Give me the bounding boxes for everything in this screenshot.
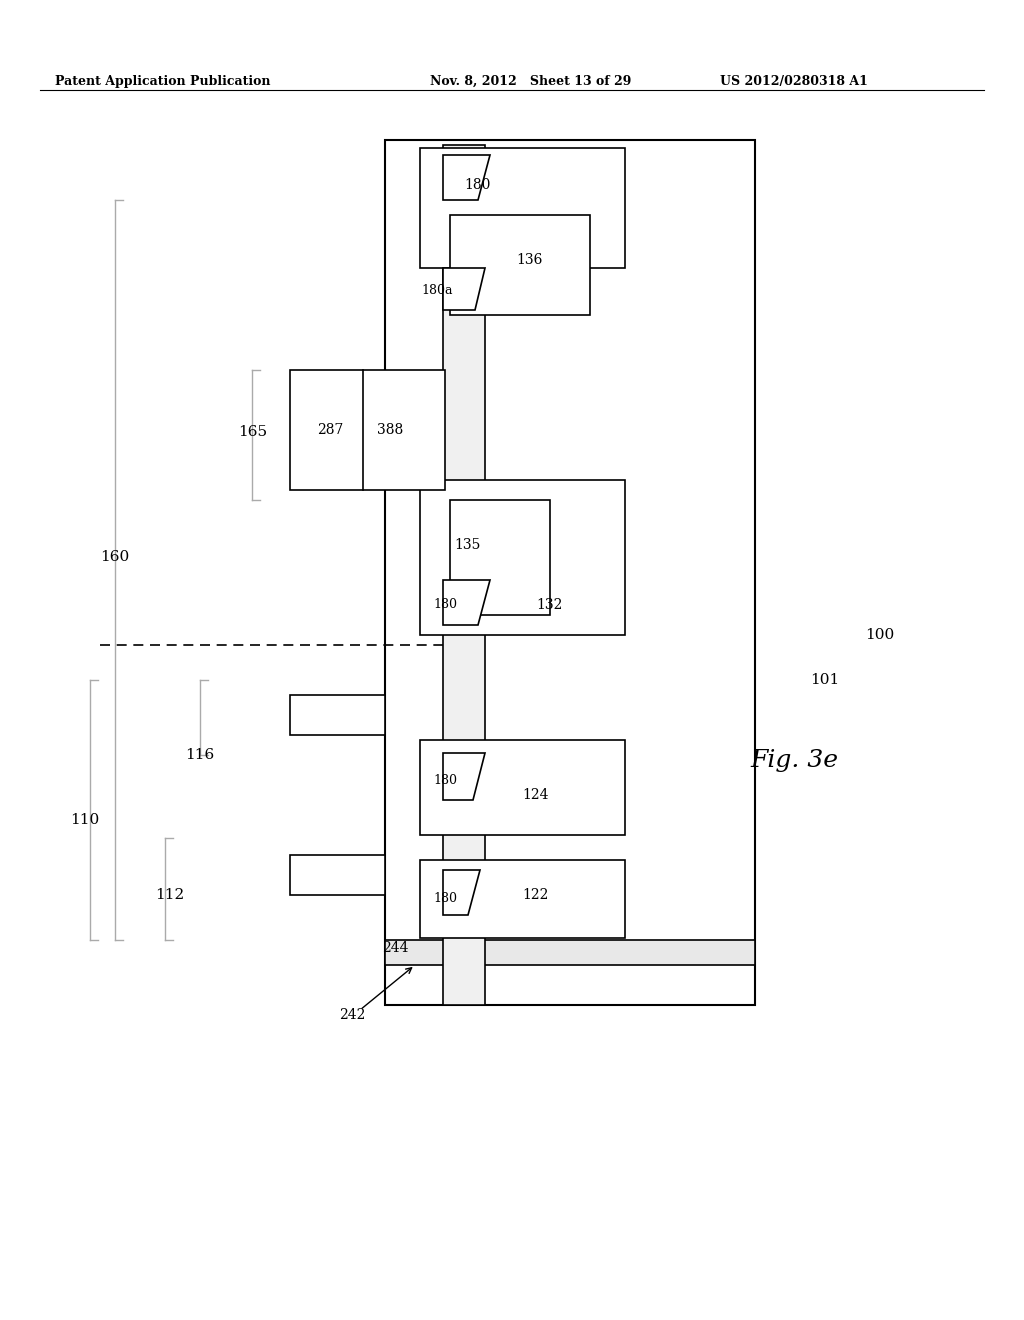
Bar xyxy=(385,940,755,965)
Text: 180: 180 xyxy=(465,178,492,191)
Text: 180: 180 xyxy=(433,891,457,904)
Text: US 2012/0280318 A1: US 2012/0280318 A1 xyxy=(720,75,868,88)
Text: 287: 287 xyxy=(316,422,343,437)
Bar xyxy=(290,370,445,490)
Text: 122: 122 xyxy=(523,888,549,902)
Bar xyxy=(420,148,625,268)
Text: 101: 101 xyxy=(810,673,840,686)
Text: Patent Application Publication: Patent Application Publication xyxy=(55,75,270,88)
Text: 116: 116 xyxy=(185,748,214,762)
Text: 100: 100 xyxy=(865,628,894,642)
Text: 244: 244 xyxy=(382,941,409,954)
Polygon shape xyxy=(443,579,490,624)
Polygon shape xyxy=(443,268,485,310)
Text: Nov. 8, 2012   Sheet 13 of 29: Nov. 8, 2012 Sheet 13 of 29 xyxy=(430,75,632,88)
Polygon shape xyxy=(443,870,480,915)
Bar xyxy=(450,215,590,315)
Bar xyxy=(420,741,625,836)
Bar xyxy=(290,855,385,895)
Bar xyxy=(420,861,625,939)
Bar xyxy=(290,696,385,735)
Text: Fig. 3e: Fig. 3e xyxy=(750,748,838,771)
Text: 180a: 180a xyxy=(421,284,453,297)
Polygon shape xyxy=(443,752,485,800)
Text: 110: 110 xyxy=(70,813,99,828)
Bar xyxy=(450,500,550,615)
Text: 124: 124 xyxy=(522,788,549,803)
Text: 136: 136 xyxy=(517,253,543,267)
Text: 180: 180 xyxy=(433,598,457,611)
Text: 180: 180 xyxy=(433,774,457,787)
Text: 132: 132 xyxy=(537,598,563,612)
Bar xyxy=(420,480,625,635)
Polygon shape xyxy=(443,154,490,201)
Text: 135: 135 xyxy=(455,539,481,552)
Text: 165: 165 xyxy=(238,425,267,440)
Bar xyxy=(443,145,485,1005)
Text: 112: 112 xyxy=(155,888,184,902)
Text: 160: 160 xyxy=(100,550,129,564)
Text: 388: 388 xyxy=(377,422,403,437)
Text: 242: 242 xyxy=(339,1008,366,1022)
Bar xyxy=(385,140,755,1005)
